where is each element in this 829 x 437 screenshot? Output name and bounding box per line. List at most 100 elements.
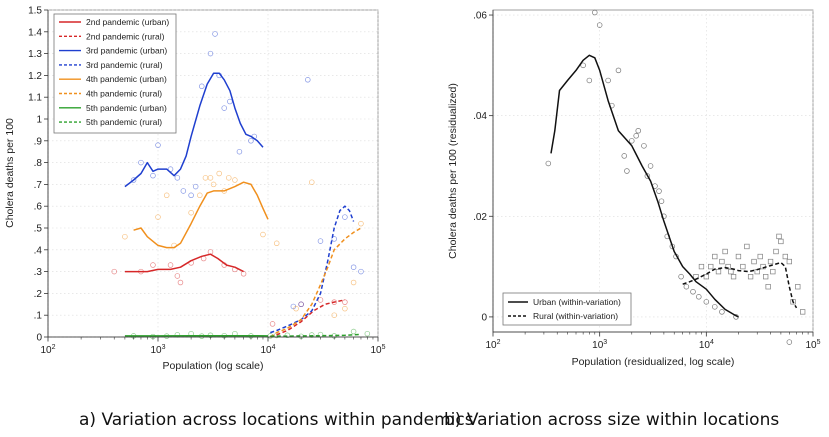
panel-a-line-3rd-pandemic-rural: [270, 205, 355, 334]
panel-a-y-tick-label: .2: [34, 289, 43, 300]
panel-b-point-square: [770, 268, 776, 275]
panel-b-point-square: [708, 263, 714, 270]
panel-a-point-circle: [331, 312, 337, 318]
panel-b-point-circle: [592, 9, 598, 16]
panel-a-point-circle: [309, 179, 315, 185]
panel-b-point-square: [776, 233, 782, 240]
panel-b-y-label: Cholera deaths per 100 (residualized): [447, 83, 459, 259]
panel-a-point-circle: [212, 31, 218, 37]
panel-a-point-circle: [111, 268, 117, 275]
panel-a-point-circle: [188, 192, 194, 199]
panel-b-line-urban-within-variation: [550, 54, 739, 318]
panel-b-point-circle: [605, 77, 611, 84]
panel-a-point-circle: [174, 175, 181, 181]
panel-b-y-tick-label: .04: [473, 111, 487, 122]
panel-a-point-circle: [248, 138, 254, 144]
panel-a-legend-label-5th-pandemic-urban: 5th pandemic (urban): [86, 103, 167, 113]
panel-a-legend: 2nd pandemic (urban) 2nd pandemic (rural)…: [53, 13, 177, 134]
panel-a-point-circle: [364, 330, 371, 337]
panel-b-x-tick-label: 102: [485, 339, 500, 351]
panel-b-point-circle: [633, 133, 639, 139]
panel-a-point-circle: [167, 262, 174, 268]
panel-b-x-tick-label: 103: [592, 339, 607, 351]
panel-a-y-tick-label: 1: [36, 115, 42, 126]
panel-a-point-circle: [199, 83, 205, 90]
panel-b-point-square: [765, 284, 771, 290]
panel-b-point-square: [730, 274, 737, 280]
panel-b-point-circle: [719, 309, 725, 315]
panel-b-point-circle: [644, 173, 651, 179]
panel-a-point-circle: [221, 105, 227, 111]
panel-b-point-square: [795, 284, 801, 290]
panel-a-point-circle: [192, 183, 199, 190]
panel-a-y-tick-label: 1.4: [28, 27, 42, 38]
panel-b-x-tick-label: 104: [699, 339, 714, 351]
panel-a-point-circle: [150, 172, 156, 179]
panel-a-point-circle: [188, 209, 194, 216]
panel-a-line-2nd-pandemic-rural: [270, 299, 346, 338]
panel-a-point-circle: [236, 148, 243, 155]
panel-a-y-tick-label: .9: [34, 136, 43, 147]
panel-a-point-circle: [298, 301, 304, 308]
panel-a-legend-label-5th-pandemic-rural: 5th pandemic (rural): [86, 117, 162, 127]
panel-a-point-circle: [155, 142, 161, 148]
panel-b-point-square: [719, 258, 725, 265]
panel-b-point-square: [778, 238, 784, 245]
panel-a-x-label: Population (log scale): [163, 360, 264, 372]
panel-a-point-circle: [342, 299, 348, 305]
panel-a-y-tick-label: .5: [34, 224, 43, 235]
panel-a-point-circle: [269, 321, 276, 327]
panel-a-legend-label-3rd-pandemic-rural: 3rd pandemic (rural): [86, 60, 163, 70]
panel-a-y-tick-label: 1.1: [28, 93, 42, 104]
panel-b-point-circle: [621, 153, 627, 159]
panel-b-point-circle: [690, 289, 696, 295]
panel-a-point-circle: [273, 240, 280, 247]
panel-a-point-circle: [342, 214, 348, 220]
panel-b-point-square: [725, 263, 731, 270]
panel-a-y-tick-label: 0: [36, 333, 42, 344]
panel-b-point-square: [767, 258, 774, 265]
panel-a-point-circle: [155, 214, 161, 220]
panel-a-line-3rd-pandemic-urban: [124, 72, 264, 188]
panel-a-point-circle: [284, 332, 291, 339]
panel-b-point-circle: [703, 299, 710, 305]
panel-a-point-circle: [358, 268, 364, 275]
panel-b-x-label: Population (residualized, log scale): [572, 356, 735, 368]
panel-b-point-square: [800, 309, 806, 315]
panel-a-y-tick-label: 1.3: [28, 49, 42, 60]
panel-a-point-circle: [350, 328, 357, 335]
panel-a-point-circle: [350, 264, 357, 270]
panel-b-y-tick-label: .06: [473, 11, 487, 22]
panel-a-point-circle: [260, 231, 266, 238]
panel-a-point-circle: [317, 297, 324, 303]
panel-a-y-tick-label: .7: [34, 180, 43, 191]
panel-a-point-circle: [305, 77, 311, 83]
panel-a-point-circle: [150, 262, 156, 268]
panel-b-point-square: [751, 258, 757, 265]
panel-b-point-square: [773, 248, 779, 255]
panel-b-point-circle: [580, 62, 586, 69]
panel-a-y-label: Cholera deaths per 100: [4, 118, 16, 228]
panel-a-point-circle: [358, 220, 364, 227]
panel-b-legend: Urban (within-variation) Rural (within-va…: [502, 292, 632, 326]
panel-a-point-circle: [331, 236, 337, 242]
panel-a-point-circle: [177, 279, 184, 286]
panel-a-point-circle: [331, 299, 337, 305]
panel-a-point-circle: [216, 170, 222, 177]
panel-a-line-4th-pandemic-urban: [133, 181, 269, 249]
panel-a-point-circle: [122, 233, 128, 240]
panel-a-point-circle: [350, 279, 357, 286]
panel-a-y-tick-label: .6: [34, 202, 43, 213]
panel-b-point-circle: [678, 273, 684, 280]
panel-b-point-square: [698, 263, 705, 270]
panel-a-x-tick-label: 104: [260, 344, 275, 356]
panel-b-point-square: [763, 274, 769, 280]
panel-b-x-tick-label: 105: [805, 339, 820, 351]
panel-b-point-circle: [683, 283, 690, 290]
panel-b-point-square: [786, 258, 792, 265]
panel-b-chart: 0 .02 .04 .06 102 103 104 105 Urban (within-var…: [447, 9, 821, 368]
panel-a-point-circle: [138, 159, 144, 166]
panel-a-point-circle: [210, 181, 217, 188]
panel-b-point-circle: [545, 160, 552, 167]
